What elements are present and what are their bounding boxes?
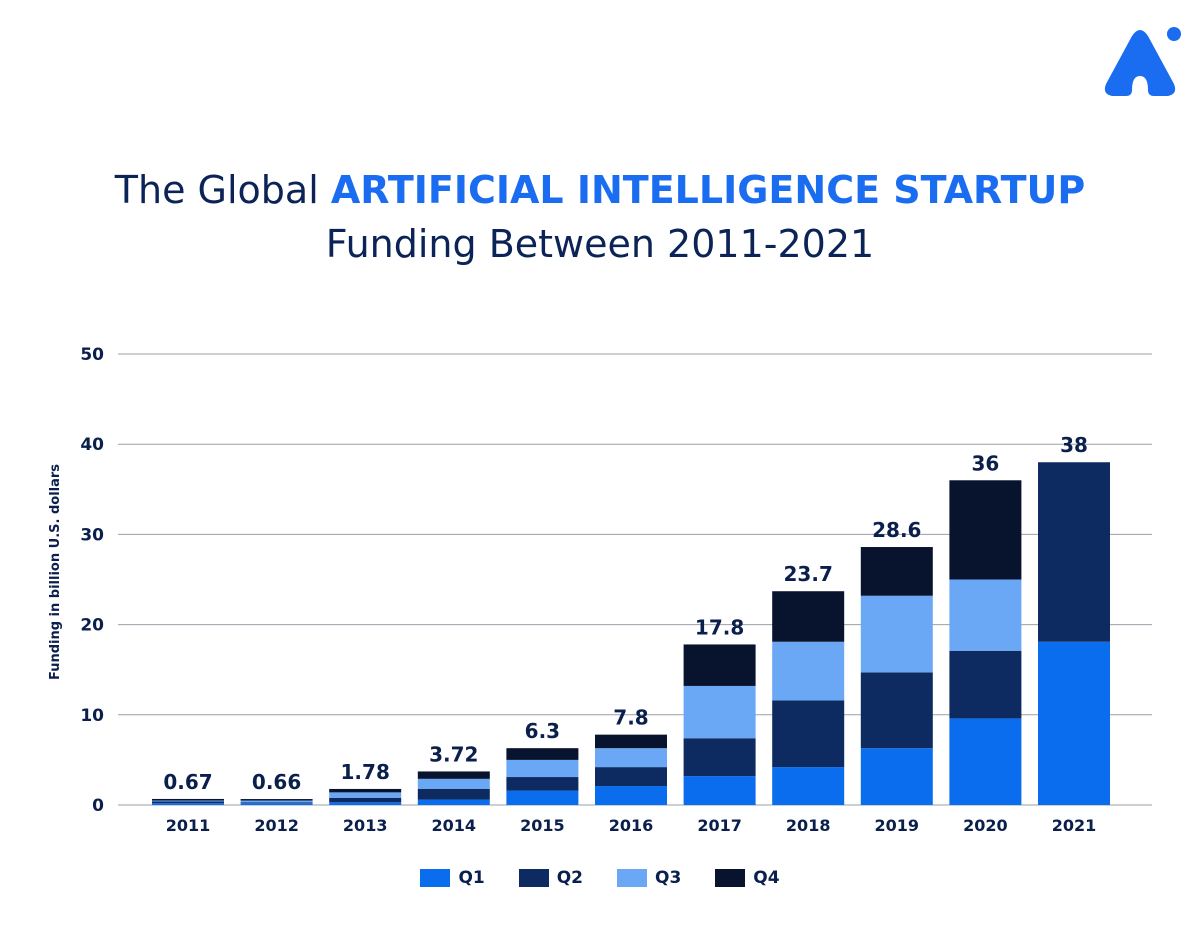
- total-label-2017: 17.8: [695, 615, 744, 639]
- total-label-2019: 28.6: [872, 518, 921, 542]
- bar-q2-2017: [683, 738, 756, 777]
- legend-swatch: [420, 869, 451, 887]
- total-label-2011: 0.67: [163, 770, 212, 794]
- bar-q4-2017: [683, 644, 756, 686]
- bar-q3-2018: [772, 641, 845, 701]
- legend-item-q2: Q2: [518, 868, 583, 888]
- bar-q2-2019: [860, 672, 933, 749]
- bar-q4-2015: [506, 748, 579, 760]
- x-tick-label-2013: 2013: [343, 816, 388, 835]
- bar-q2-2016: [595, 767, 667, 787]
- legend-item-q4: Q4: [715, 868, 780, 888]
- x-tick-label-2020: 2020: [963, 816, 1008, 835]
- x-tick-label-2015: 2015: [520, 816, 565, 835]
- chart-legend: Q1 Q2 Q3 Q4: [0, 868, 1200, 888]
- bar-q3-2019: [860, 595, 933, 673]
- total-label-2015: 6.3: [525, 719, 560, 743]
- bar-q3-2017: [683, 685, 756, 739]
- x-tick-label-2012: 2012: [254, 816, 299, 835]
- title-prefix: The Global: [114, 168, 331, 212]
- title-line-1: The Global ARTIFICIAL INTELLIGENCE START…: [0, 163, 1200, 217]
- bar-q4-2012: [240, 799, 313, 801]
- bar-q1-2016: [595, 786, 667, 805]
- y-axis-label: Funding in billion U.S. dollars: [48, 464, 63, 680]
- legend-label: Q4: [753, 868, 780, 888]
- legend-swatch: [518, 869, 549, 887]
- title-highlight: ARTIFICIAL INTELLIGENCE STARTUP: [330, 168, 1086, 212]
- bar-q1-2014: [417, 799, 490, 805]
- x-tick-label-2014: 2014: [432, 816, 477, 835]
- bar-q2-2015: [506, 777, 579, 791]
- x-tick-label-2011: 2011: [166, 816, 211, 835]
- y-tick-label: 0: [92, 796, 104, 816]
- bar-q3-2016: [595, 748, 667, 768]
- bar-q4-2014: [417, 771, 490, 779]
- total-label-2012: 0.66: [252, 770, 301, 794]
- total-label-2014: 3.72: [429, 742, 478, 766]
- bar-q4-2018: [772, 591, 845, 642]
- bar-q4-2013: [329, 788, 402, 793]
- x-tick-label-2017: 2017: [697, 816, 742, 835]
- bar-q2-2020: [949, 650, 1022, 719]
- legend-label: Q2: [556, 868, 583, 888]
- legend-item-q3: Q3: [617, 868, 681, 888]
- bar-q3-2014: [417, 778, 490, 789]
- brand-logo-icon: [1104, 27, 1181, 96]
- total-label-2021: 38: [1060, 433, 1088, 457]
- title-line-2: Funding Between 2011-2021: [325, 222, 875, 266]
- y-tick-label: 50: [80, 345, 104, 365]
- bar-q4-2011: [152, 798, 224, 801]
- x-tick-label-2019: 2019: [875, 816, 920, 835]
- bar-q3-2011: [152, 800, 224, 802]
- x-tick-label-2021: 2021: [1052, 816, 1097, 835]
- x-tick-label-2018: 2018: [786, 816, 831, 835]
- bar-q1-2012: [240, 803, 313, 805]
- bar-q1-2020: [949, 718, 1022, 805]
- legend-label: Q3: [655, 868, 682, 888]
- bar-q2-2021: [1038, 462, 1110, 642]
- bar-q1-2017: [683, 776, 756, 805]
- bar-q1-2018: [772, 767, 845, 805]
- y-tick-label: 20: [80, 616, 104, 636]
- bar-q1-2021: [1038, 641, 1110, 805]
- total-label-2013: 1.78: [341, 760, 390, 784]
- bar-q1-2015: [506, 790, 579, 805]
- bar-q1-2013: [329, 802, 402, 805]
- bar-q3-2012: [240, 800, 313, 803]
- bar-q1-2011: [152, 803, 224, 805]
- bar-q3-2013: [329, 792, 402, 798]
- bar-q4-2019: [860, 547, 933, 596]
- bar-q1-2019: [860, 748, 933, 805]
- legend-swatch: [715, 869, 746, 887]
- y-tick-label: 40: [80, 435, 104, 455]
- bar-q4-2016: [595, 734, 667, 749]
- chart-title: The Global ARTIFICIAL INTELLIGENCE START…: [0, 163, 1200, 271]
- bar-q2-2013: [329, 797, 402, 803]
- bar-q2-2011: [152, 801, 224, 804]
- bar-q3-2015: [506, 759, 579, 778]
- total-label-2020: 36: [971, 451, 999, 475]
- y-tick-label: 30: [80, 525, 104, 545]
- y-tick-label: 10: [80, 706, 104, 726]
- legend-label: Q1: [458, 868, 485, 888]
- bar-q4-2020: [949, 480, 1022, 580]
- legend-swatch: [617, 869, 647, 887]
- legend-item-q1: Q1: [420, 868, 485, 888]
- bar-q2-2012: [240, 802, 313, 804]
- bar-q2-2018: [772, 700, 845, 768]
- x-tick-label-2016: 2016: [609, 816, 654, 835]
- bar-q3-2020: [949, 579, 1022, 651]
- bar-q2-2014: [417, 788, 490, 800]
- total-label-2018: 23.7: [784, 562, 833, 586]
- total-label-2016: 7.8: [613, 706, 648, 730]
